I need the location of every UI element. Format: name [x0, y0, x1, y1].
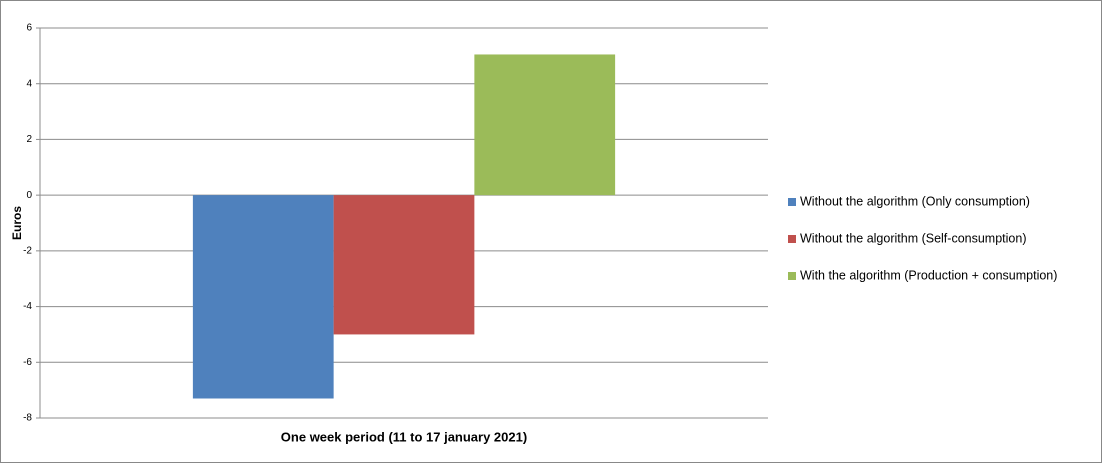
y-tick-label: -2: [23, 245, 32, 256]
legend-swatch: [788, 235, 796, 243]
legend-label: Without the algorithm (Self-consumption): [800, 231, 1026, 245]
legend-swatch: [788, 198, 796, 206]
y-tick-label: 2: [26, 134, 32, 145]
y-tick-label: -8: [23, 413, 32, 424]
legend-swatch: [788, 272, 796, 280]
legend-label: Without the algorithm (Only consumption): [800, 194, 1030, 208]
bar: [192, 195, 334, 399]
y-tick-label: 6: [26, 23, 32, 34]
y-tick-label: -6: [23, 357, 32, 368]
y-tick-label: 4: [26, 78, 32, 89]
y-tick-label: 0: [26, 190, 32, 201]
legend-label: With the algorithm (Production + consump…: [800, 268, 1057, 282]
y-axis-title: Euros: [10, 206, 24, 240]
bar: [474, 54, 616, 196]
y-tick-label: -4: [23, 301, 32, 312]
bar: [333, 195, 475, 335]
x-tick-label: One week period (11 to 17 january 2021): [281, 429, 527, 444]
